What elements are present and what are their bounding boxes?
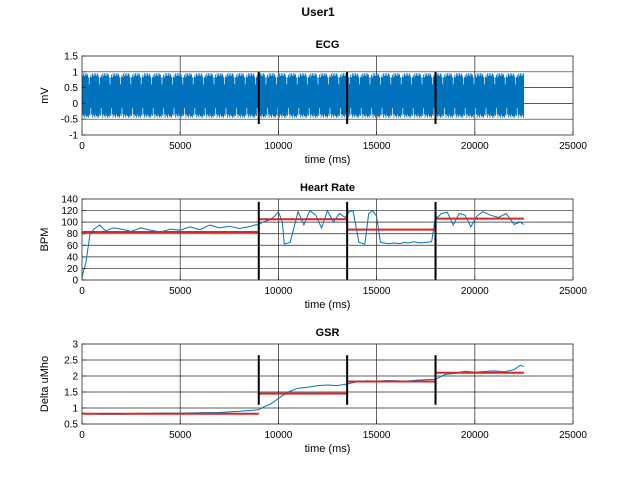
heart-rate-series-heart-rate <box>82 209 525 278</box>
heart-rate-axes-box <box>81 198 574 281</box>
gsr-xlabel: time (ms) <box>305 443 351 455</box>
gsr-ytick-label: 0.5 <box>64 420 78 431</box>
heart-rate-ytick-label: 80 <box>67 229 79 240</box>
heart-rate-xtick-label: 25000 <box>559 286 587 297</box>
ecg-xlabel: time (ms) <box>305 154 351 166</box>
heart-rate-ytick-label: 40 <box>67 252 79 263</box>
heart-rate-xtick-label: 15000 <box>363 286 391 297</box>
heart-rate-title: Heart Rate <box>300 182 355 194</box>
ecg-xtick-label: 20000 <box>461 141 489 152</box>
gsr-xtick-label: 15000 <box>363 430 391 441</box>
gsr-ytick-label: 2.5 <box>64 356 78 367</box>
ecg-panel: ECG 0 5000 10000 15000 20000 25000 -1 -0.5 0 0.5 1 1… <box>39 39 587 166</box>
gsr-series-gsr <box>82 364 525 415</box>
ecg-xtick-label: 5000 <box>169 141 192 152</box>
gsr-plot-area <box>82 364 525 415</box>
ecg-ytick-label: -1 <box>69 131 78 142</box>
gsr-xtick-label: 25000 <box>559 430 587 441</box>
heart-rate-ytick-label: 100 <box>61 218 78 229</box>
heart-rate-ytick-label: 120 <box>61 206 78 217</box>
ecg-ytick-label: -0.5 <box>61 115 79 126</box>
ecg-xtick-label: 25000 <box>559 141 587 152</box>
ecg-ylabel: mV <box>39 87 51 104</box>
gsr-axes-box <box>81 343 574 425</box>
ecg-plot-area <box>82 73 525 118</box>
gsr-ytick-label: 1.5 <box>64 388 78 399</box>
heart-rate-ytick-label: 140 <box>61 195 78 206</box>
ecg-ytick-label: 0.5 <box>64 83 78 94</box>
heart-rate-xtick-label: 5000 <box>169 286 192 297</box>
gsr-xtick-label: 10000 <box>264 430 292 441</box>
gsr-ytick-label: 3 <box>72 340 78 351</box>
heart-rate-ylabel: BPM <box>39 228 51 252</box>
gsr-xtick-label: 20000 <box>461 430 489 441</box>
ecg-axes-box <box>81 55 574 136</box>
heart-rate-ytick-label: 20 <box>67 264 79 275</box>
ecg-ytick-label: 0 <box>72 99 78 110</box>
gsr-panel: GSR 0 5000 10000 15000 20000 25000 0.5 1 1.5 2 2.5 3… <box>39 327 587 455</box>
heart-rate-plot-area <box>82 209 525 278</box>
heart-rate-panel: Heart Rate 0 5000 10000 15000 20000 25000 02040… <box>39 182 587 311</box>
heart-rate-xtick-label: 20000 <box>461 286 489 297</box>
gsr-xtick-label: 5000 <box>169 430 192 441</box>
ecg-xtick-label: 0 <box>79 141 85 152</box>
ecg-ytick-label: 1 <box>72 67 78 78</box>
ecg-series-ecg-signal <box>82 73 525 118</box>
heart-rate-xtick-label: 0 <box>79 286 85 297</box>
heart-rate-xlabel: time (ms) <box>305 299 351 311</box>
ecg-xtick-label: 15000 <box>363 141 391 152</box>
heart-rate-ytick-label: 0 <box>72 276 78 287</box>
figure-title: User1 <box>301 5 335 19</box>
ecg-ytick-label: 1.5 <box>64 52 78 63</box>
gsr-ylabel: Delta uMho <box>39 356 51 412</box>
heart-rate-ytick-label: 60 <box>67 241 79 252</box>
gsr-ytick-label: 2 <box>72 372 78 383</box>
gsr-ytick-label: 1 <box>72 404 78 415</box>
gsr-title: GSR <box>316 327 340 339</box>
ecg-title: ECG <box>316 39 340 51</box>
heart-rate-xtick-label: 10000 <box>264 286 292 297</box>
gsr-xtick-label: 0 <box>79 430 85 441</box>
ecg-xtick-label: 10000 <box>264 141 292 152</box>
